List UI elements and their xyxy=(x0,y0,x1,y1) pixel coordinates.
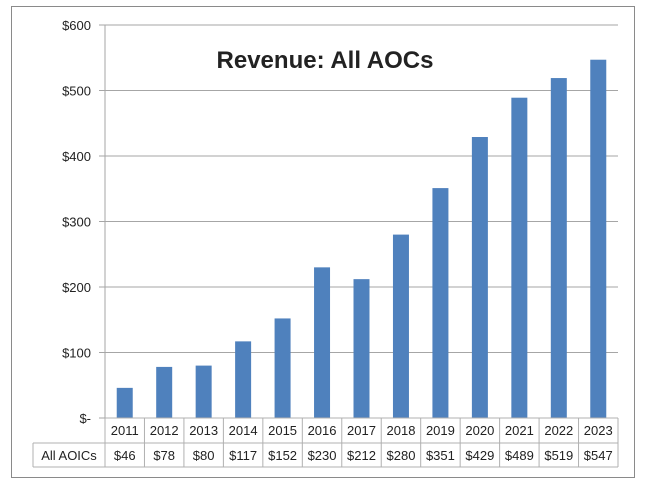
data-label: $519 xyxy=(544,448,573,463)
data-table: All AOICs 2011 $46 2012 $78 2013 $80 2014 $117 20… xyxy=(32,417,619,468)
bar-2023 xyxy=(590,59,607,419)
bar-2017 xyxy=(353,279,370,418)
y-tick-label: $300 xyxy=(62,215,91,230)
bar-2021 xyxy=(511,97,528,418)
bar-2020 xyxy=(471,137,488,418)
data-label: $429 xyxy=(465,448,494,463)
bar-2015 xyxy=(274,318,291,418)
x-tick-label: 2019 xyxy=(426,423,455,438)
bar-2022 xyxy=(550,78,567,419)
data-label: $46 xyxy=(114,448,136,463)
data-label: $230 xyxy=(308,448,337,463)
data-label: $117 xyxy=(229,448,257,463)
x-tick-label: 2017 xyxy=(347,423,376,438)
x-tick-label: 2021 xyxy=(505,423,534,438)
chart-frame xyxy=(11,6,635,478)
x-tick-label: 2013 xyxy=(189,423,218,438)
x-tick-label: 2011 xyxy=(111,423,139,438)
data-label: $80 xyxy=(193,448,215,463)
x-tick-label: 2020 xyxy=(465,423,494,438)
x-tick-label: 2012 xyxy=(150,423,179,438)
bar-2012 xyxy=(156,366,173,418)
bars xyxy=(116,59,607,419)
y-tick-label: $100 xyxy=(62,346,91,361)
y-tick-label: $400 xyxy=(62,149,91,164)
bar-2016 xyxy=(314,267,331,418)
x-tick-label: 2023 xyxy=(584,423,613,438)
y-tick-label: $500 xyxy=(62,84,91,99)
x-tick-label: 2014 xyxy=(229,423,258,438)
y-tick-label: $- xyxy=(79,411,91,426)
x-tick-label: 2018 xyxy=(387,423,416,438)
bar-2011 xyxy=(116,387,133,418)
x-tick-label: 2016 xyxy=(308,423,337,438)
data-label: $489 xyxy=(505,448,534,463)
data-label: $351 xyxy=(426,448,455,463)
chart-title: Revenue: All AOCs xyxy=(217,47,434,74)
y-tick-label: $600 xyxy=(62,18,91,33)
data-label: $78 xyxy=(153,448,175,463)
bar-2014 xyxy=(235,341,252,418)
data-label: $152 xyxy=(268,448,297,463)
y-axis-ticks: $- $100 $200 $300 $400 $500 $600 xyxy=(62,18,91,426)
legend-series-name: All AOICs xyxy=(41,448,97,463)
data-label: $547 xyxy=(584,448,613,463)
x-tick-label: 2022 xyxy=(544,423,573,438)
data-label: $280 xyxy=(387,448,416,463)
y-tick-label: $200 xyxy=(62,280,91,295)
bar-2019 xyxy=(432,188,449,418)
bar-2013 xyxy=(195,365,212,418)
bar-2018 xyxy=(392,234,409,418)
data-label: $212 xyxy=(347,448,376,463)
x-tick-label: 2015 xyxy=(268,423,297,438)
